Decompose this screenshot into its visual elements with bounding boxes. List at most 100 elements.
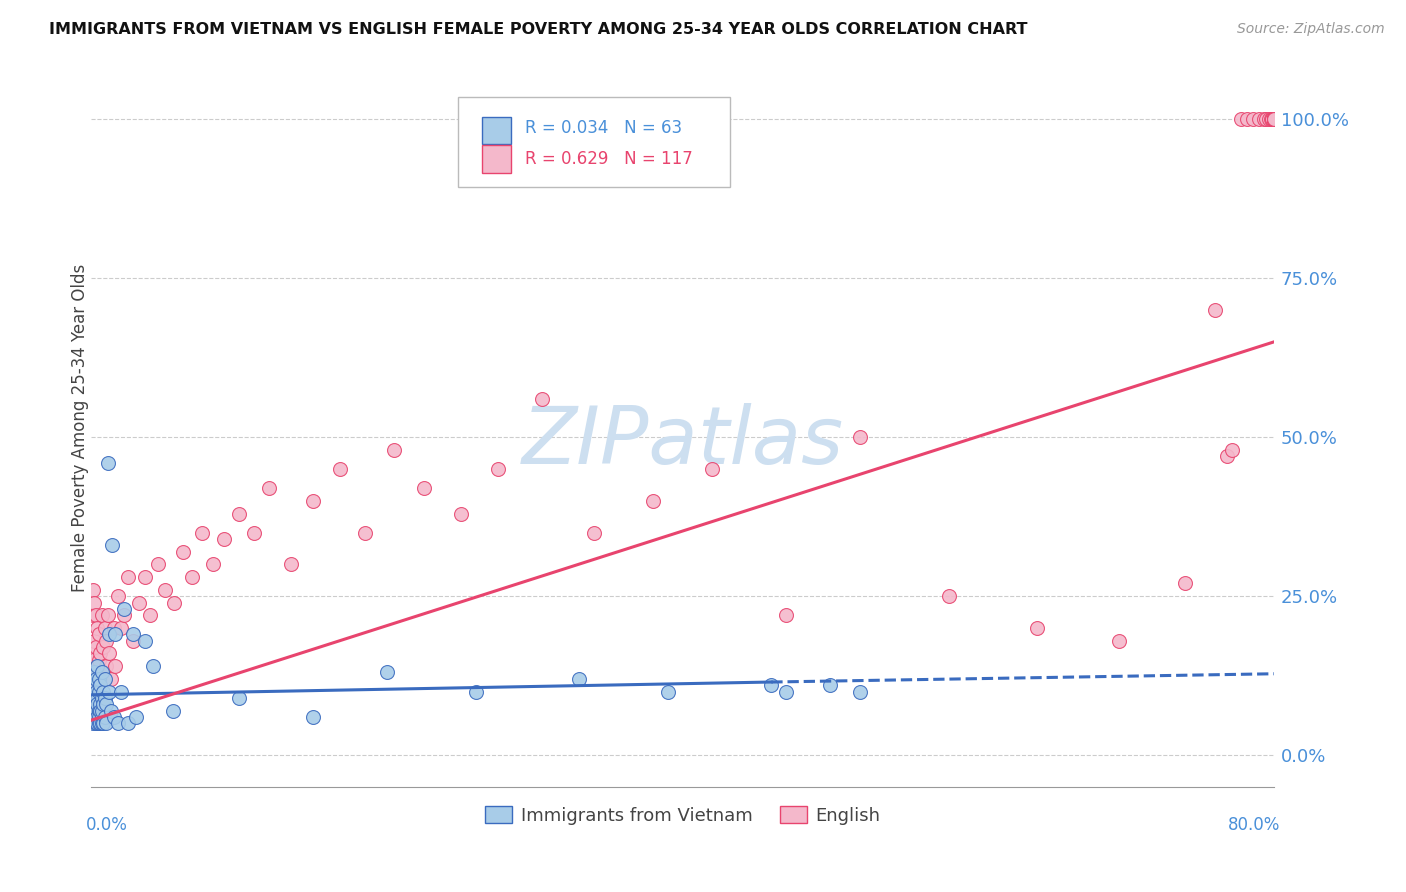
- Point: [1263, 112, 1285, 127]
- Point: [162, 704, 184, 718]
- Point: [86, 659, 108, 673]
- Bar: [482, 145, 512, 173]
- Point: [84, 716, 107, 731]
- Point: [413, 481, 436, 495]
- Point: [302, 493, 325, 508]
- Point: [1249, 112, 1271, 127]
- Point: [91, 698, 114, 712]
- Point: [93, 672, 115, 686]
- Point: [938, 589, 960, 603]
- Point: [110, 621, 132, 635]
- Point: [86, 710, 108, 724]
- Point: [1263, 112, 1285, 127]
- Point: [104, 627, 127, 641]
- Point: [191, 525, 214, 540]
- Point: [83, 678, 105, 692]
- Point: [1260, 112, 1282, 127]
- Point: [1263, 112, 1285, 127]
- Point: [1204, 303, 1226, 318]
- Point: [1263, 112, 1285, 127]
- Point: [139, 608, 162, 623]
- Point: [82, 698, 104, 712]
- Point: [103, 710, 125, 724]
- Point: [450, 507, 472, 521]
- Point: [86, 698, 108, 712]
- Point: [91, 684, 114, 698]
- Point: [531, 392, 554, 406]
- Point: [1263, 112, 1285, 127]
- Point: [1263, 112, 1285, 127]
- Point: [1222, 442, 1244, 457]
- Point: [568, 672, 591, 686]
- Point: [97, 608, 120, 623]
- Point: [280, 558, 302, 572]
- Point: [1263, 112, 1285, 127]
- Point: [100, 672, 122, 686]
- Point: [1263, 112, 1285, 127]
- Point: [98, 684, 121, 698]
- Point: [382, 442, 405, 457]
- Point: [1258, 112, 1281, 127]
- Point: [87, 704, 110, 718]
- Point: [90, 665, 112, 680]
- Point: [87, 684, 110, 698]
- Point: [83, 665, 105, 680]
- Point: [657, 684, 679, 698]
- Point: [87, 653, 110, 667]
- Point: [91, 665, 114, 680]
- Point: [134, 633, 156, 648]
- Point: [228, 507, 250, 521]
- Point: [89, 672, 111, 686]
- Point: [112, 608, 135, 623]
- Point: [1263, 112, 1285, 127]
- Point: [82, 582, 104, 597]
- Text: Source: ZipAtlas.com: Source: ZipAtlas.com: [1237, 22, 1385, 37]
- Point: [82, 608, 104, 623]
- Point: [172, 544, 194, 558]
- Point: [90, 704, 112, 718]
- Point: [641, 493, 664, 508]
- Point: [84, 704, 107, 718]
- Point: [1263, 112, 1285, 127]
- Point: [761, 678, 783, 692]
- Point: [86, 690, 108, 705]
- Point: [1263, 112, 1285, 127]
- Point: [1263, 112, 1285, 127]
- Point: [134, 570, 156, 584]
- Point: [83, 690, 105, 705]
- Point: [1261, 112, 1284, 127]
- Point: [1026, 621, 1049, 635]
- Point: [1263, 112, 1285, 127]
- Point: [87, 716, 110, 731]
- Point: [1263, 112, 1285, 127]
- Point: [91, 716, 114, 731]
- Point: [82, 716, 104, 731]
- Point: [94, 659, 117, 673]
- Point: [87, 627, 110, 641]
- Point: [87, 698, 110, 712]
- Point: [94, 716, 117, 731]
- Point: [84, 672, 107, 686]
- Point: [1263, 112, 1285, 127]
- Point: [1263, 112, 1285, 127]
- Point: [117, 716, 139, 731]
- Point: [1263, 112, 1285, 127]
- Point: [93, 710, 115, 724]
- Point: [86, 684, 108, 698]
- Point: [163, 596, 186, 610]
- Point: [1174, 576, 1197, 591]
- Point: [142, 659, 165, 673]
- Point: [103, 621, 125, 635]
- Point: [228, 690, 250, 705]
- Point: [121, 633, 143, 648]
- Point: [582, 525, 605, 540]
- Point: [121, 627, 143, 641]
- Point: [90, 690, 112, 705]
- Point: [94, 633, 117, 648]
- Text: 80.0%: 80.0%: [1227, 815, 1279, 834]
- Point: [117, 570, 139, 584]
- Point: [1263, 112, 1285, 127]
- Text: IMMIGRANTS FROM VIETNAM VS ENGLISH FEMALE POVERTY AMONG 25-34 YEAR OLDS CORRELAT: IMMIGRANTS FROM VIETNAM VS ENGLISH FEMAL…: [49, 22, 1028, 37]
- Point: [110, 684, 132, 698]
- Point: [87, 710, 110, 724]
